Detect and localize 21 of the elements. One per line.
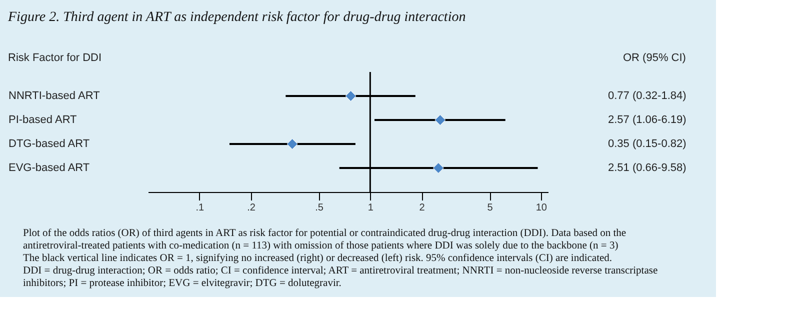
x-tick-label: 10: [536, 202, 548, 214]
x-tick-label: 5: [487, 202, 494, 214]
text: Risk Factor for DDI: [8, 52, 102, 64]
x-tick-label: 2: [419, 202, 426, 214]
x-tick-label: .2: [247, 202, 256, 214]
data-label: 0.35 (0.15-0.82): [608, 138, 686, 150]
chart-title: Figure 2. Third agent in ART as independent risk factor for drug-drug interaction: [7, 10, 466, 25]
text: DDI = drug-drug interaction; OR = odds ratio; CI = confidence interval; ART = antiretroviral treatment; NNRTI = non-nucleoside reverse transcriptase inhibitors; PI = protease inhibitor; EVG = elvitegravir; DTG = dolutegravir.: [23, 266, 658, 289]
y-tick-label: PI-based ART: [8, 114, 78, 126]
y-tick-label: DTG-based ART: [8, 138, 90, 150]
text: OR (95% CI): [623, 52, 686, 64]
data-label: 2.57 (1.06-6.19): [608, 114, 686, 126]
x-tick-label: 1: [368, 202, 374, 214]
text: The black vertical line indicates OR = 1, signifying no increased (right) or decreased (left) risk. 95% confidence intervals (CI) are indicated.: [23, 253, 612, 264]
data-label: 2.51 (0.66-9.58): [608, 162, 686, 174]
y-tick-label: EVG-based ART: [8, 162, 90, 174]
text: Plot of the odds ratios (OR) of third agents in ART as risk factor for potential or contraindicated drug-drug interaction (DDI). Data based on the antiretroviral-treated patients with co-medication (n = 113) with omission of those patients where DDI was solely due to the backbone (n = 3): [23, 228, 626, 252]
x-tick-label: .1: [196, 202, 205, 214]
data-label: 0.77 (0.32-1.84): [608, 90, 686, 102]
x-tick-label: .5: [315, 202, 324, 214]
y-tick-label: NNRTI-based ART: [8, 90, 100, 102]
